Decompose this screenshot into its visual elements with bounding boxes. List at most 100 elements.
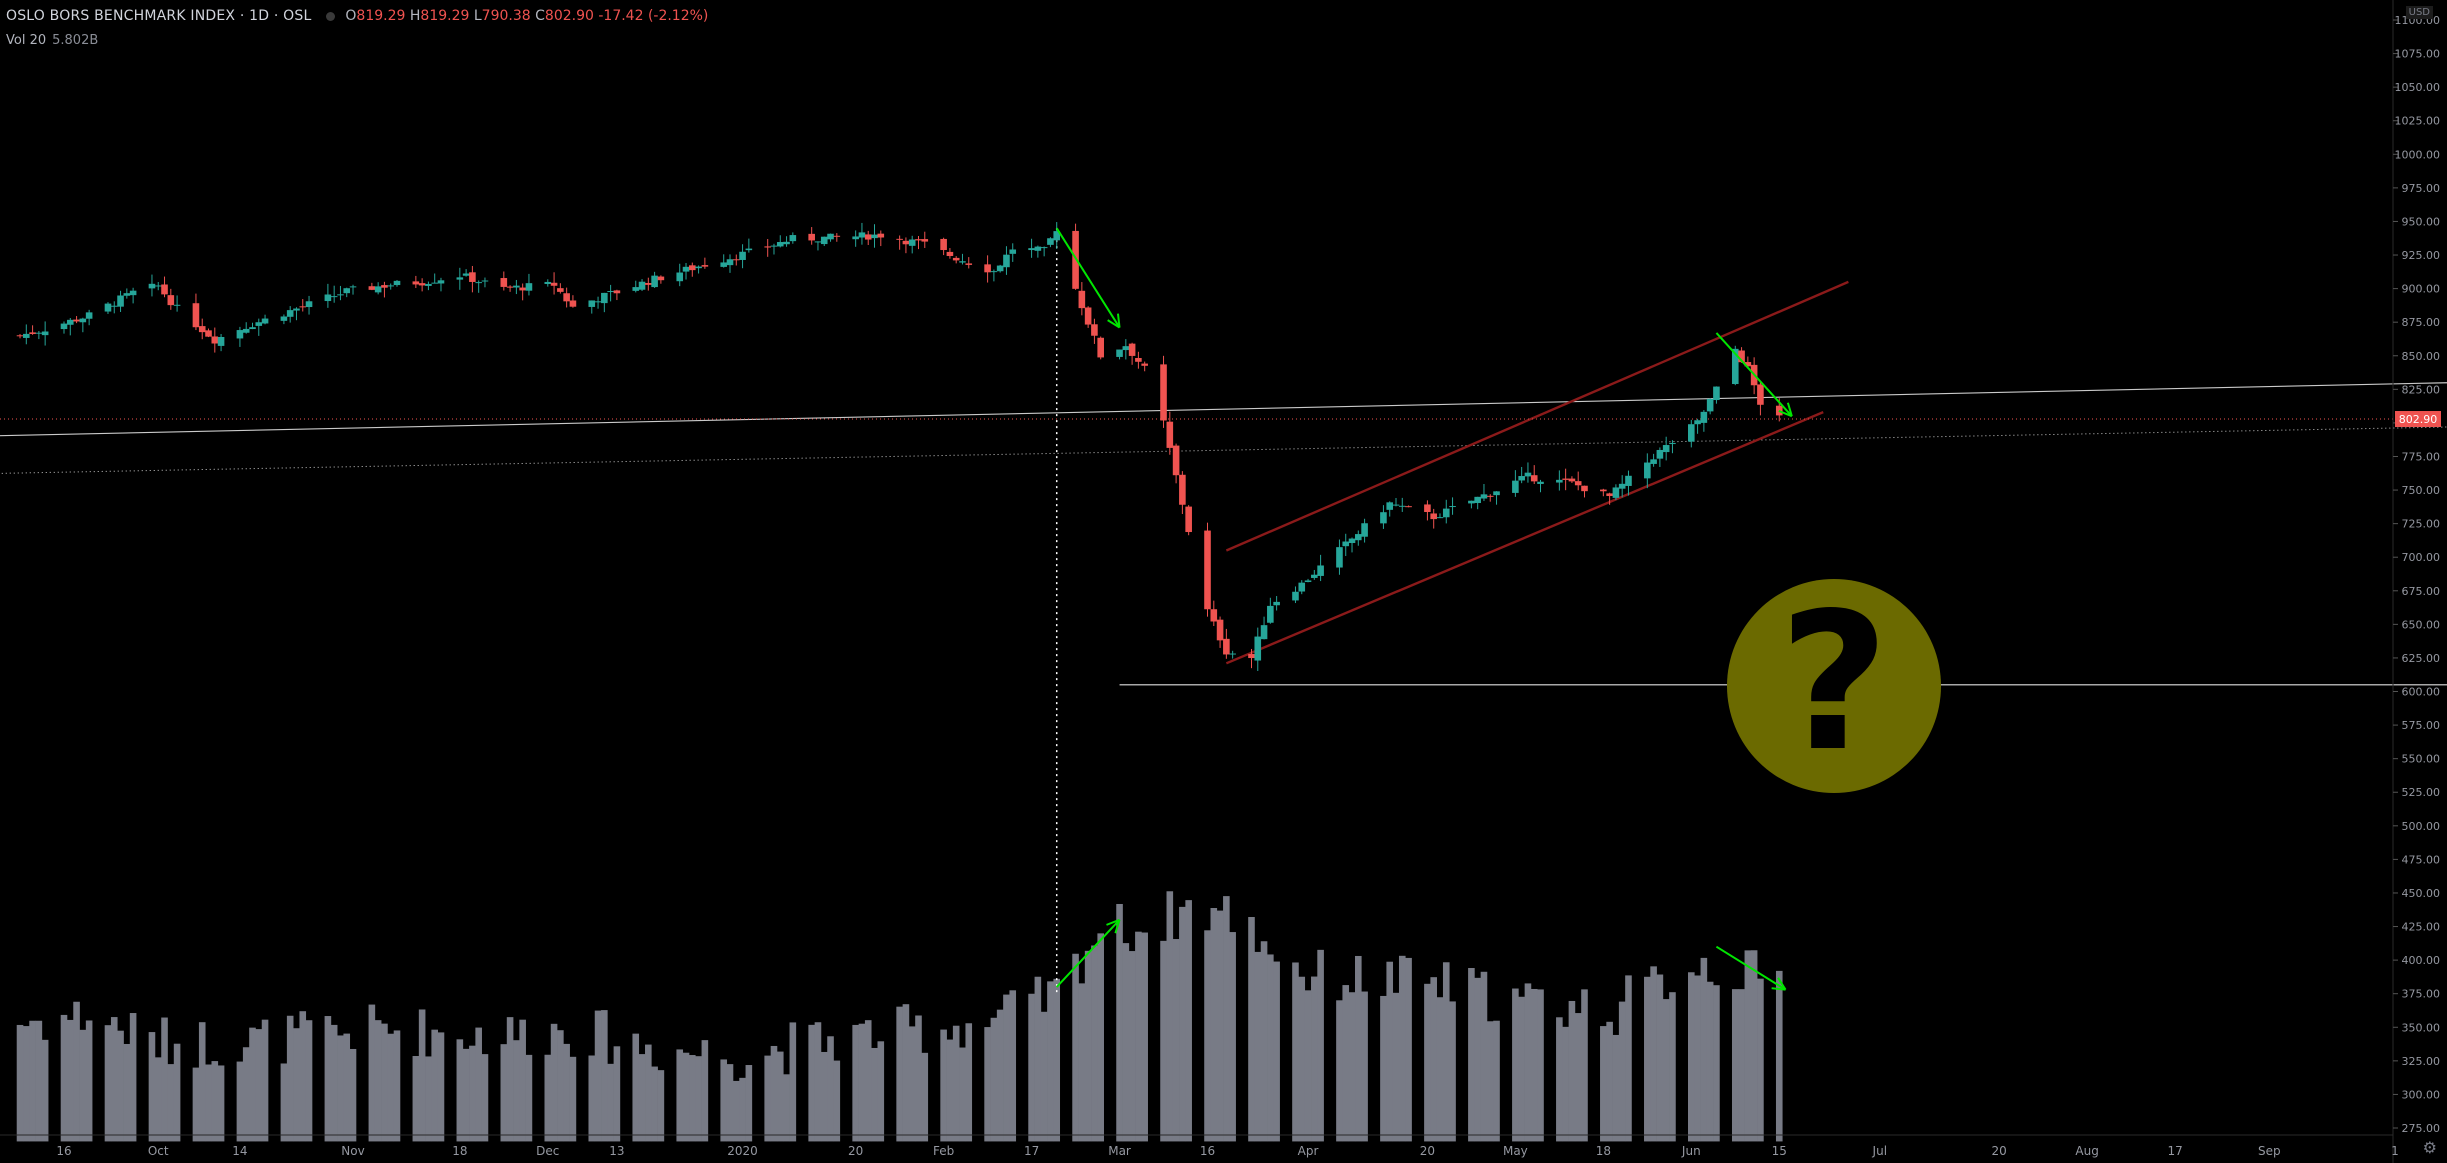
channel-upper [1225,280,1849,552]
volume-bar [1486,1021,1494,1142]
candle-body [1336,547,1343,568]
candle [1650,453,1657,467]
candle [462,269,470,277]
volume-bar [1392,992,1400,1142]
candle [368,282,376,291]
candle [1223,628,1230,659]
candle-body [1047,238,1054,245]
volume-bar [1078,983,1086,1142]
volume-bar [632,1033,640,1142]
candle [161,276,168,298]
volume-bar [689,1055,696,1142]
candle-body [1700,411,1708,423]
x-tick-label: 13 [609,1144,624,1158]
x-tick-label: 18 [452,1144,467,1158]
candle-body [1003,254,1010,268]
volume-bar [1128,951,1136,1142]
volume-bar [1574,1013,1582,1142]
candle-body [1053,231,1061,241]
candle [940,237,947,256]
volume-bar [236,1061,244,1142]
candle [1160,355,1167,428]
candle-body [211,336,219,344]
x-tick-label: 18 [1596,1144,1611,1158]
gear-icon[interactable]: ⚙ [2422,1138,2437,1157]
volume-bar [1706,981,1714,1142]
candle-body [1380,512,1387,524]
x-tick-label: 16 [1200,1144,1215,1158]
candle-body [66,319,74,325]
volume-bar [820,1051,828,1142]
candle [1317,554,1324,582]
candle-body [469,272,476,282]
volume-bar [1744,950,1752,1142]
candle-body [1568,478,1576,482]
volume-legend[interactable]: Vol 20 5.802B [6,33,98,48]
candle [16,334,24,339]
volume-bar [682,1052,690,1142]
candle [211,327,219,353]
candle [23,324,30,345]
candle-body [965,263,973,265]
candle [827,233,834,242]
volume-bar [776,1051,784,1142]
volume-bar [205,1064,212,1142]
candle-body [1442,508,1450,518]
volume-bar [506,1017,514,1142]
candle-body [1486,495,1494,497]
volume-bar [23,1026,30,1142]
candle [1480,483,1488,502]
volume-bar [764,1055,771,1142]
volume-bar [249,1027,256,1142]
currency-badge[interactable]: USD [2405,6,2433,19]
candle-body [632,287,640,291]
y-tick-label: 925.00 [2402,249,2441,262]
candle [764,238,771,257]
candle-body [1116,349,1123,357]
candle [1612,484,1620,501]
candle-body [921,239,929,242]
volume-bar [1304,990,1312,1142]
volume-bar [29,1020,36,1142]
candle-body [569,300,577,307]
volume-bar [418,1009,426,1142]
symbol-name[interactable]: OSLO BORS BENCHMARK INDEX · 1D · OSL [6,8,312,24]
candle [41,321,49,346]
candle-body [1530,475,1538,482]
volume-bar [1650,966,1657,1142]
volume-bar [1084,950,1092,1142]
x-tick-label: Aug [2075,1144,2098,1158]
candle [1706,398,1714,415]
candle [1028,238,1035,258]
candle [1757,382,1764,416]
volume-bar [381,1023,388,1142]
candle-body [1361,523,1368,537]
candle [1348,537,1356,553]
candle [1260,616,1268,640]
candle-body [1600,489,1607,492]
volume-bar [148,1032,156,1142]
volume-bar [305,1020,313,1142]
candle-body [519,287,526,291]
volume-bar [1436,997,1444,1142]
candle-body [456,277,464,280]
volume-bar [996,1009,1004,1142]
volume-bar [337,1035,344,1142]
x-tick-label: 20 [848,1144,863,1158]
candle [726,254,734,273]
x-tick-label: 15 [1772,1144,1787,1158]
candle [544,279,552,287]
volume-bar [1336,1000,1343,1142]
y-tick-label: 900.00 [2402,283,2441,296]
candle [299,299,307,312]
low-label: L [473,8,482,24]
volume-bar [330,1024,338,1142]
candle [481,277,489,288]
arrow-head [1107,319,1121,329]
candle-body [858,232,866,238]
candle [1003,246,1010,275]
candle-body [1317,565,1324,576]
volume-bar [1430,977,1437,1142]
y-tick-label: 750.00 [2402,484,2441,497]
